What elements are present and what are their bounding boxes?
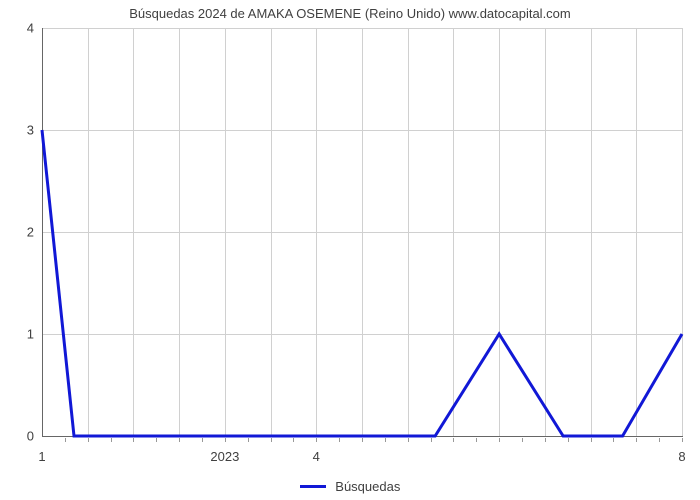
- legend-swatch: [300, 485, 326, 488]
- x-minor-tick: [88, 438, 89, 442]
- x-minor-tick: [636, 438, 637, 442]
- y-tick-label: 4: [0, 21, 34, 36]
- x-minor-tick: [133, 438, 134, 442]
- x-minor-tick: [271, 438, 272, 442]
- x-minor-tick: [591, 438, 592, 442]
- x-minor-tick: [453, 438, 454, 442]
- x-minor-tick: [65, 438, 66, 442]
- x-minor-tick: [202, 438, 203, 442]
- x-minor-tick: [476, 438, 477, 442]
- x-minor-tick: [499, 438, 500, 442]
- x-tick-label: 1: [38, 449, 45, 464]
- x-axis-center-label: 2023: [210, 449, 239, 464]
- x-minor-tick: [111, 438, 112, 442]
- x-minor-tick: [522, 438, 523, 442]
- x-minor-tick: [248, 438, 249, 442]
- x-minor-tick: [659, 438, 660, 442]
- legend-label: Búsquedas: [335, 479, 400, 494]
- x-minor-tick: [156, 438, 157, 442]
- y-tick-label: 3: [0, 123, 34, 138]
- x-minor-tick: [225, 438, 226, 442]
- x-minor-tick: [385, 438, 386, 442]
- y-tick-label: 0: [0, 429, 34, 444]
- x-minor-tick: [316, 438, 317, 442]
- x-minor-tick: [545, 438, 546, 442]
- chart-container: Búsquedas 2024 de AMAKA OSEMENE (Reino U…: [0, 0, 700, 500]
- x-minor-tick: [682, 438, 683, 442]
- line-series: [42, 28, 682, 436]
- chart-title: Búsquedas 2024 de AMAKA OSEMENE (Reino U…: [0, 6, 700, 21]
- y-tick-label: 2: [0, 225, 34, 240]
- x-minor-tick: [293, 438, 294, 442]
- x-minor-tick: [362, 438, 363, 442]
- y-tick-label: 1: [0, 327, 34, 342]
- x-tick-label: 4: [313, 449, 320, 464]
- legend: Búsquedas: [0, 478, 700, 494]
- x-minor-tick: [613, 438, 614, 442]
- x-minor-tick: [568, 438, 569, 442]
- x-minor-tick: [339, 438, 340, 442]
- x-minor-tick: [431, 438, 432, 442]
- x-minor-tick: [408, 438, 409, 442]
- x-tick-label: 8: [678, 449, 685, 464]
- x-minor-tick: [179, 438, 180, 442]
